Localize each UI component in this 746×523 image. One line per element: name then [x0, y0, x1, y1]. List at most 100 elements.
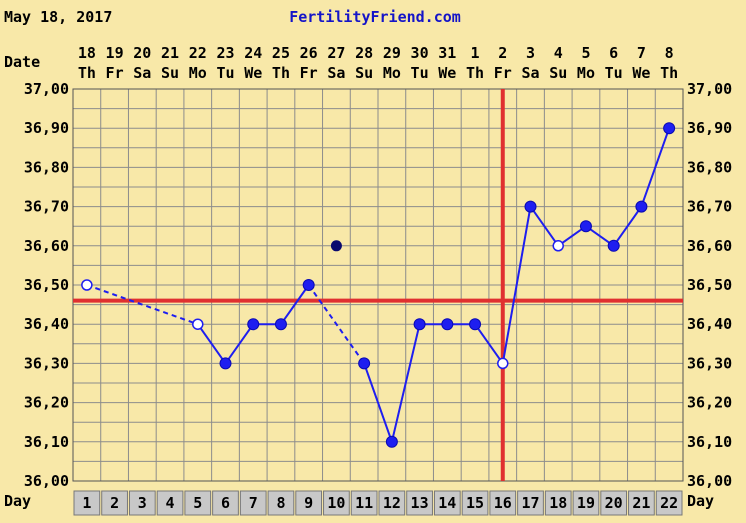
day-number: 6	[221, 494, 230, 512]
weekday-label: Tu	[605, 64, 623, 82]
temperature-line	[224, 323, 255, 364]
day-number: 19	[577, 494, 595, 512]
day-number: 11	[355, 494, 373, 512]
day-number: 4	[166, 494, 175, 512]
y-tick-label-left: 36,20	[24, 394, 69, 412]
day-number: 16	[494, 494, 512, 512]
day-number: 8	[276, 494, 285, 512]
y-tick-label-left: 36,90	[24, 119, 69, 137]
discarded-temperature-point	[330, 240, 342, 252]
day-number: 10	[327, 494, 345, 512]
day-cell	[655, 490, 683, 516]
temperature-point	[524, 200, 537, 213]
temperature-point-open	[552, 240, 564, 252]
weekday-label: Tu	[216, 64, 234, 82]
temperature-line-dashed	[86, 284, 199, 326]
date-label: 5	[581, 44, 590, 62]
y-tick-label-left: 37,00	[24, 80, 69, 98]
date-label: 19	[106, 44, 124, 62]
date-row-label: Date	[4, 53, 40, 71]
axes: 36,00 36,00 36,10 36,10 36,20 36,20 36,30 36,30…	[24, 80, 732, 490]
day-number: 13	[411, 494, 429, 512]
date-label: 2	[498, 44, 507, 62]
weekday-label: Su	[549, 64, 567, 82]
weekday-label: Tu	[411, 64, 429, 82]
y-tick-label-left: 36,10	[24, 433, 69, 451]
day-cell	[73, 490, 101, 516]
y-tick-label-right: 36,10	[687, 433, 732, 451]
temperature-point	[663, 122, 676, 135]
temperature-line	[196, 323, 227, 364]
temperature-line	[390, 323, 421, 443]
weekday-label: Mo	[189, 64, 207, 82]
weekday-label: Th	[78, 64, 96, 82]
day-cell	[572, 490, 600, 516]
weekday-label: Sa	[327, 64, 345, 82]
y-tick-label-left: 36,80	[24, 158, 69, 176]
temperature-point	[385, 435, 398, 448]
y-tick-label-right: 37,00	[687, 80, 732, 98]
y-tick-label-right: 36,60	[687, 237, 732, 255]
y-tick-label-left: 36,50	[24, 276, 69, 294]
temperature-line	[501, 206, 532, 364]
day-cell	[323, 490, 350, 516]
temperature-point	[358, 357, 371, 370]
weekday-label: Th	[660, 64, 678, 82]
y-tick-label-right: 36,50	[687, 276, 732, 294]
temperature-point	[441, 318, 454, 331]
temperature-point	[607, 239, 620, 252]
date-label: 24	[244, 44, 262, 62]
day-cell	[350, 490, 378, 516]
day-number: 9	[304, 494, 313, 512]
temperature-line	[363, 363, 393, 443]
day-number: 7	[249, 494, 258, 512]
day-number: 5	[193, 494, 202, 512]
date-header: Date 18Th19Fr20Sa21Su22Mo23Tu24We25Th26Fr…	[4, 44, 678, 82]
date-label: 3	[526, 44, 535, 62]
y-tick-label-right: 36,30	[687, 354, 732, 372]
temperature-point	[469, 318, 482, 331]
weekday-label: Th	[272, 64, 290, 82]
reference-lines	[73, 89, 683, 481]
date-label: 25	[272, 44, 290, 62]
site-name: FertilityFriend.com	[289, 8, 461, 26]
day-cell	[128, 490, 156, 516]
date-label: 1	[471, 44, 480, 62]
temperature-line	[529, 206, 560, 247]
y-tick-label-left: 36,70	[24, 198, 69, 216]
day-number: 18	[549, 494, 567, 512]
temperature-line	[640, 127, 671, 207]
date-label: 18	[78, 44, 96, 62]
y-tick-label-right: 36,90	[687, 119, 732, 137]
date-label: 21	[161, 44, 179, 62]
day-row-label-right: Day	[687, 492, 714, 510]
grid	[72, 88, 684, 482]
date-label: 20	[133, 44, 151, 62]
day-row-label-left: Day	[4, 492, 31, 510]
temperature-point	[413, 318, 426, 331]
chart-date: May 18, 2017	[4, 8, 112, 26]
date-label: 26	[300, 44, 318, 62]
day-cell	[156, 490, 184, 516]
y-tick-label-right: 36,40	[687, 315, 732, 333]
day-cell	[295, 490, 323, 516]
date-label: 22	[189, 44, 207, 62]
day-cell	[212, 490, 239, 516]
temperature-point-open	[497, 357, 509, 370]
date-label: 23	[216, 44, 234, 62]
day-number: 22	[660, 494, 678, 512]
day-number: 17	[521, 494, 539, 512]
day-cell	[461, 490, 489, 516]
y-tick-label-right: 36,70	[687, 198, 732, 216]
temperature-point-open	[192, 318, 204, 330]
temperature-point-open	[81, 279, 93, 291]
weekday-label: We	[632, 64, 650, 82]
day-cell	[239, 490, 267, 516]
day-cell	[628, 490, 655, 516]
date-label: 7	[637, 44, 646, 62]
temperature-point	[302, 279, 315, 291]
day-number: 1	[82, 494, 91, 512]
day-number: 15	[466, 494, 484, 512]
